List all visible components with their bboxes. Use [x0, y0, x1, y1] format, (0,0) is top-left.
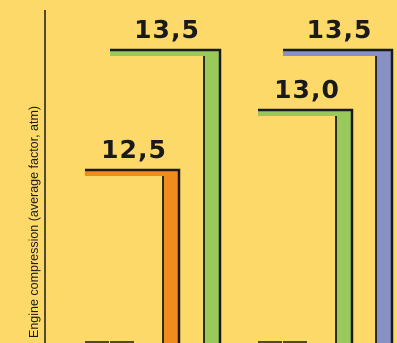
bar-value-label: 13,0	[274, 75, 340, 104]
bar-value-label: 13,5	[134, 15, 200, 44]
bar-top-fill	[258, 110, 352, 116]
bar-outline	[258, 108, 354, 343]
bar-1: 12,5	[85, 135, 181, 343]
bar-2: 13,5	[110, 15, 222, 343]
bar-side-fill	[163, 170, 179, 343]
bar-side-fill	[336, 110, 352, 343]
bar-top-fill	[110, 50, 220, 56]
bar-3: 13,0	[258, 75, 354, 343]
bar-outline	[283, 48, 394, 343]
bar-4: 13,5	[283, 15, 394, 343]
bar-value-label: 12,5	[101, 135, 167, 164]
bar-value-label: 13,5	[307, 15, 373, 44]
bars-group: 12,5 13,5 13,0 13,5	[85, 15, 394, 343]
bar-outline	[110, 48, 222, 343]
bar-side-fill	[204, 50, 220, 343]
bar-side-fill	[376, 50, 392, 343]
bar-top-fill	[283, 50, 392, 56]
y-axis-label: Engine compression (average factor, atm)	[27, 106, 41, 338]
bar-outline	[85, 168, 181, 343]
bar-top-fill	[85, 170, 179, 176]
